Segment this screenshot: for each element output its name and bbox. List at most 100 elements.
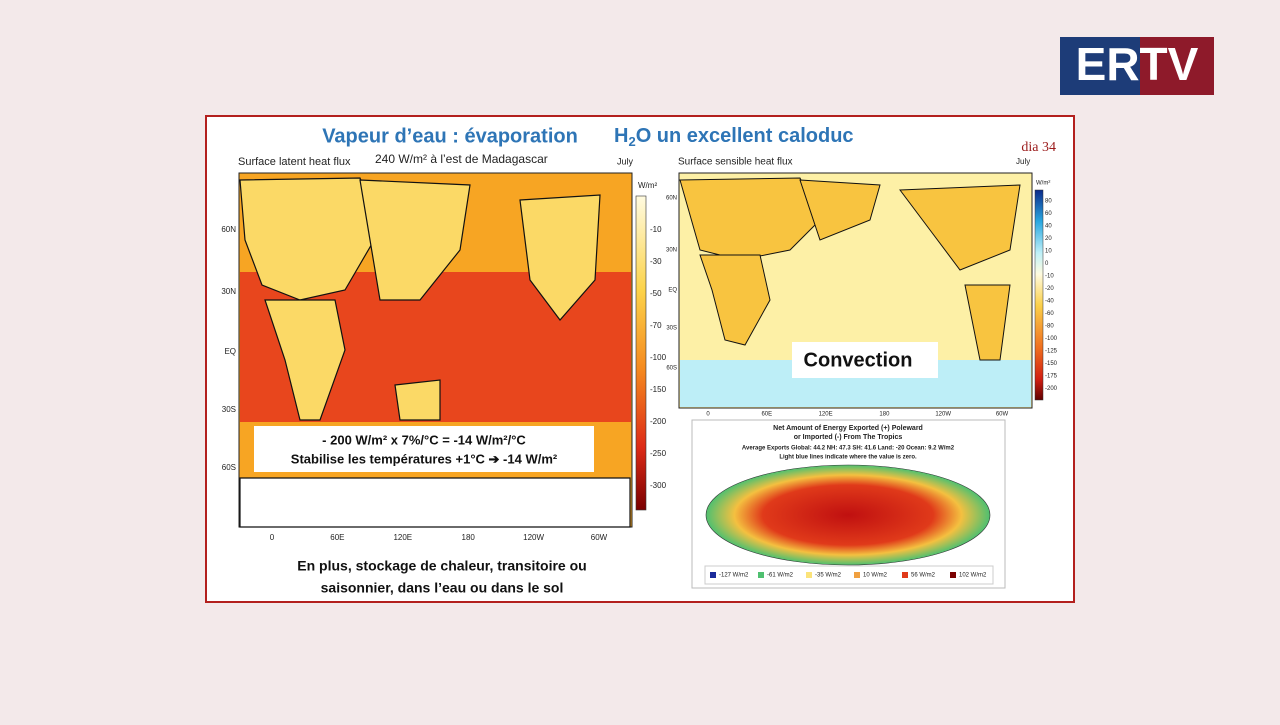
lat-label: 30N (666, 248, 677, 254)
energy-title: Net Amount of Energy Exported (+) Polewa… (773, 425, 923, 432)
colorbar-tick: -200 (650, 417, 667, 426)
overlay-text: - 200 W/m² x 7%/°C = -14 W/m²/°C (322, 432, 526, 447)
lon-label: 60E (761, 412, 772, 418)
logo: ERTV (1076, 38, 1199, 90)
colorbar-tick: -125 (1045, 349, 1058, 355)
colorbar-tick: -150 (650, 385, 667, 394)
colorbar-tick: -175 (1045, 374, 1058, 380)
map-month: July (617, 156, 634, 166)
colorbar-tick: -70 (650, 321, 662, 330)
legend-swatch (854, 572, 860, 578)
colorbar-tick: -10 (1045, 274, 1054, 280)
overlay-text: Convection (804, 349, 913, 371)
continent (899, 184, 1021, 271)
colorbar-tick: 60 (1045, 211, 1052, 217)
colorbar-tick: 80 (1045, 199, 1052, 205)
text: H (614, 125, 628, 147)
lat-label: 60N (221, 225, 236, 234)
continent (264, 299, 346, 421)
lat-label: 30N (221, 287, 236, 296)
legend-label: -127 W/m2 (719, 573, 749, 579)
legend-label: 10 W/m2 (863, 573, 888, 579)
overlay-box (792, 342, 938, 378)
colorbar-tick: -10 (650, 225, 662, 234)
continent (519, 194, 601, 321)
lat-label: 30S (222, 405, 236, 414)
overlay-text: Stabilise les températures +1°C ➔ -14 W/… (291, 451, 558, 466)
colorbar-tick: -50 (650, 289, 662, 298)
lon-label: 60E (330, 533, 344, 542)
colorbar-tick: -250 (650, 449, 667, 458)
slide-number: dia 34 (1021, 140, 1056, 155)
subscript: 2 (628, 134, 635, 149)
overlay-box (254, 426, 594, 472)
colorbar-tick: -100 (1045, 336, 1058, 342)
lon-label: 0 (270, 533, 275, 542)
lon-label: 60W (996, 412, 1009, 418)
colorbar-tick: -30 (650, 257, 662, 266)
legend-swatch (902, 572, 908, 578)
lat-label: 60S (222, 463, 236, 472)
lon-label: 180 (462, 533, 476, 542)
legend-swatch (710, 572, 716, 578)
colorbar-unit: W/m² (1036, 181, 1050, 187)
legend-box (704, 565, 994, 585)
lon-label: 120W (523, 533, 544, 542)
continent (359, 179, 471, 301)
continent (964, 284, 1011, 361)
lon-label: 180 (879, 412, 890, 418)
colorbar-tick: 10 (1045, 249, 1052, 255)
legend-swatch (806, 572, 812, 578)
lat-label: EQ (668, 288, 677, 294)
legend-swatch (758, 572, 764, 578)
slide-title-right: H2O un excellent caloduc (614, 125, 854, 149)
map-title: Surface latent heat flux (238, 156, 351, 168)
colorbar-tick: -60 (1045, 311, 1054, 317)
continent (679, 177, 821, 261)
colorbar-tick: 0 (1045, 261, 1049, 267)
colorbar-tick: -80 (1045, 324, 1054, 330)
energy-title: Average Exports Global: 44.2 NH: 47.3 SH… (742, 446, 955, 452)
colorbar-tick: -20 (1045, 286, 1054, 292)
colorbar-unit: W/m² (638, 181, 657, 190)
colorbar-tick: 40 (1045, 224, 1052, 230)
continent (699, 254, 771, 346)
lon-label: 120E (393, 533, 412, 542)
legend-label: -61 W/m2 (767, 573, 794, 579)
colorbar-tick: -100 (650, 353, 667, 362)
slide-title: Vapeur d’eau : évaporation (322, 125, 578, 147)
colorbar-tick: 20 (1045, 236, 1052, 242)
continents (679, 177, 1021, 361)
logo-right (1140, 37, 1214, 95)
lon-label: 120W (935, 412, 951, 418)
colorbar-tick: -40 (1045, 299, 1054, 305)
text: O un excellent caloduc (636, 125, 854, 147)
body-text: saisonnier, dans l’eau ou dans le sol (321, 580, 564, 596)
lon-label: 60W (591, 533, 608, 542)
colorbar-tick: -300 (650, 481, 667, 490)
legend-label: 102 W/m2 (959, 573, 987, 579)
colorbar (635, 195, 647, 511)
colorbar (1034, 189, 1044, 401)
colorbar-tick: -150 (1045, 361, 1058, 367)
continent (799, 179, 881, 241)
energy-map (705, 464, 991, 566)
energy-title: Light blue lines indicate where the valu… (779, 455, 917, 461)
lat-label: 60S (666, 366, 677, 372)
body-text: En plus, stockage de chaleur, transitoir… (297, 558, 586, 574)
lat-label: 30S (666, 326, 677, 332)
legend-label: 56 W/m2 (911, 573, 936, 579)
lon-label: 0 (706, 412, 710, 418)
lat-label: 60N (666, 196, 677, 202)
map-subtitle: 240 W/m² à l’est de Madagascar (375, 152, 548, 166)
antarctica (239, 477, 631, 528)
lat-label: EQ (224, 347, 236, 356)
continents (239, 177, 631, 528)
legend-swatch (950, 572, 956, 578)
map-month: July (1016, 157, 1030, 166)
lon-label: 120E (819, 412, 833, 418)
colorbar-tick: -200 (1045, 386, 1058, 392)
map-title: Surface sensible heat flux (678, 157, 793, 168)
